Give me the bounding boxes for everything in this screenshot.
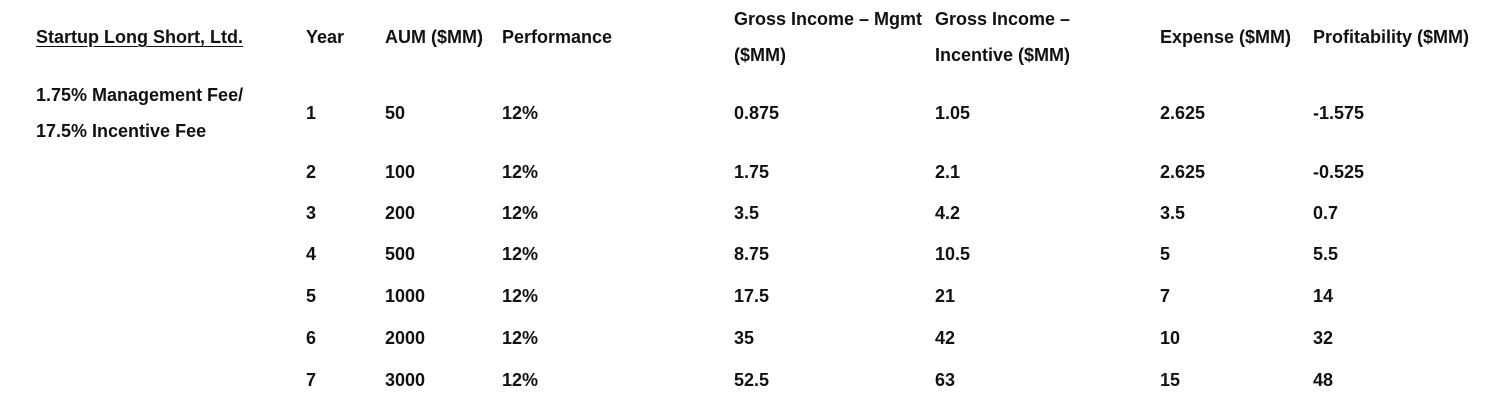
header-profitability: Profitability ($MM) bbox=[1313, 27, 1469, 47]
cell-profitability: -0.525 bbox=[1313, 162, 1365, 182]
cell-performance: 12% bbox=[502, 244, 539, 264]
header-gross-mgmt-line2: ($MM) bbox=[734, 45, 786, 65]
cell-expense: 3.5 bbox=[1160, 203, 1186, 223]
header-gross-mgmt-line1: Gross Income – Mgmt bbox=[734, 9, 923, 29]
fee-description-line1: 1.75% Management Fee/ bbox=[36, 85, 244, 105]
cell-expense: 7 bbox=[1160, 286, 1171, 306]
cell-gross-mgmt: 3.5 bbox=[734, 203, 760, 223]
cell-performance: 12% bbox=[502, 103, 539, 123]
cell-gross-mgmt: 52.5 bbox=[734, 370, 770, 390]
cell-performance: 12% bbox=[502, 162, 539, 182]
cell-profitability: 48 bbox=[1313, 370, 1334, 390]
header-aum: AUM ($MM) bbox=[385, 27, 483, 47]
header-year: Year bbox=[306, 27, 345, 47]
cell-profitability: 0.7 bbox=[1313, 203, 1339, 223]
cell-expense: 5 bbox=[1160, 244, 1171, 264]
cell-gross-incentive: 2.1 bbox=[935, 162, 961, 182]
cell-profitability: 5.5 bbox=[1313, 244, 1339, 264]
cell-gross-mgmt: 0.875 bbox=[734, 103, 780, 123]
cell-gross-mgmt: 1.75 bbox=[734, 162, 770, 182]
cell-year: 3 bbox=[306, 203, 317, 223]
cell-year: 1 bbox=[306, 103, 317, 123]
cell-year: 6 bbox=[306, 328, 317, 348]
cell-aum: 50 bbox=[385, 103, 406, 123]
cell-expense: 15 bbox=[1160, 370, 1181, 390]
cell-expense: 2.625 bbox=[1160, 103, 1206, 123]
header-expense: Expense ($MM) bbox=[1160, 27, 1292, 47]
cell-aum: 2000 bbox=[385, 328, 426, 348]
header-gross-incentive-line1: Gross Income – bbox=[935, 9, 1071, 29]
cell-gross-incentive: 1.05 bbox=[935, 103, 971, 123]
cell-performance: 12% bbox=[502, 328, 539, 348]
cell-aum: 100 bbox=[385, 162, 416, 182]
cell-year: 4 bbox=[306, 244, 317, 264]
cell-profitability: -1.575 bbox=[1313, 103, 1365, 123]
cell-profitability: 32 bbox=[1313, 328, 1334, 348]
cell-year: 2 bbox=[306, 162, 317, 182]
header-performance: Performance bbox=[502, 27, 613, 47]
cell-profitability: 14 bbox=[1313, 286, 1334, 306]
cell-aum: 3000 bbox=[385, 370, 426, 390]
header-gross-incentive-line2: Incentive ($MM) bbox=[935, 45, 1071, 65]
cell-expense: 2.625 bbox=[1160, 162, 1206, 182]
cell-gross-mgmt: 17.5 bbox=[734, 286, 770, 306]
cell-aum: 200 bbox=[385, 203, 416, 223]
cell-performance: 12% bbox=[502, 203, 539, 223]
firm-name: Startup Long Short, Ltd. bbox=[36, 27, 243, 47]
cell-gross-incentive: 4.2 bbox=[935, 203, 961, 223]
cell-aum: 500 bbox=[385, 244, 416, 264]
cell-gross-incentive: 21 bbox=[935, 286, 956, 306]
cell-gross-mgmt: 35 bbox=[734, 328, 755, 348]
cell-expense: 10 bbox=[1160, 328, 1181, 348]
cell-aum: 1000 bbox=[385, 286, 426, 306]
cell-gross-incentive: 10.5 bbox=[935, 244, 971, 264]
cell-gross-mgmt: 8.75 bbox=[734, 244, 770, 264]
fee-description-line2: 17.5% Incentive Fee bbox=[36, 121, 207, 141]
cell-performance: 12% bbox=[502, 370, 539, 390]
cell-year: 5 bbox=[306, 286, 317, 306]
cell-performance: 12% bbox=[502, 286, 539, 306]
cell-gross-incentive: 42 bbox=[935, 328, 956, 348]
cell-gross-incentive: 63 bbox=[935, 370, 956, 390]
cell-year: 7 bbox=[306, 370, 317, 390]
